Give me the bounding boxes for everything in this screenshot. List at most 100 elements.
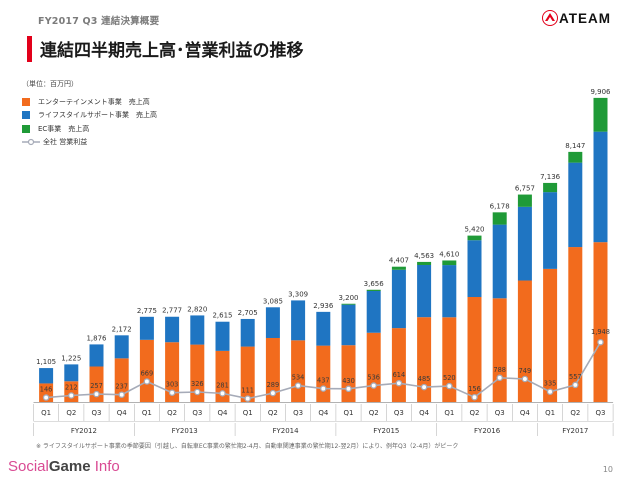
bar-segment-ec — [517, 194, 532, 207]
category-label: Q4 — [419, 409, 430, 417]
bar-segment-lifestyle — [417, 264, 432, 318]
sales-chart: 1,105 1,225 1,876 2,172 2,775 2,777 2,820 2,615… — [33, 88, 614, 436]
operating-profit-point — [320, 385, 327, 392]
operating-profit-label: 536 — [367, 374, 380, 382]
operating-profit-point — [168, 389, 176, 396]
operating-profit-label: 335 — [544, 380, 557, 388]
total-label: 1,876 — [86, 334, 107, 342]
legend-swatch-green — [22, 124, 30, 133]
bar-segment-entertainment — [165, 342, 180, 402]
operating-profit-label: 1,948 — [591, 328, 610, 336]
operating-profit-point — [521, 375, 529, 383]
operating-profit-point — [118, 391, 125, 398]
bar-segment-ec — [341, 303, 356, 305]
operating-profit-label: 669 — [141, 369, 154, 377]
bar-segment-lifestyle — [291, 300, 306, 341]
bar-segment-lifestyle — [89, 344, 104, 367]
total-label: 4,563 — [414, 252, 434, 260]
operating-profit-label: 614 — [393, 371, 406, 379]
ateam-logo-text: ATEAM — [559, 11, 611, 26]
bar-segment-lifestyle — [492, 224, 507, 299]
operating-profit-point — [496, 374, 503, 382]
watermark-part1: Social — [8, 458, 49, 475]
operating-profit-point — [597, 338, 604, 346]
year-group-label: FY2012 — [71, 427, 97, 435]
legend-line-marker-icon — [22, 139, 40, 146]
operating-profit-label: 289 — [267, 381, 280, 389]
bar-segment-ec — [543, 182, 558, 193]
category-label: Q3 — [293, 409, 303, 417]
chart-legend: エンターテインメント事業 売上高 ライフスタイルサポート事業 売上高 EC事業 … — [22, 95, 157, 149]
operating-profit-label: 156 — [468, 385, 481, 393]
bar-segment-lifestyle — [366, 290, 381, 333]
year-group-label: FY2014 — [272, 427, 299, 435]
total-label: 1,105 — [36, 358, 56, 366]
total-label: 3,656 — [364, 280, 385, 288]
total-label: 3,085 — [263, 297, 283, 305]
operating-profit-label: 534 — [292, 374, 305, 382]
bar-segment-entertainment — [543, 268, 558, 402]
bar-segment-lifestyle — [316, 311, 331, 346]
category-label: Q3 — [192, 409, 202, 417]
legend-operating-profit: 全社 営業利益 — [22, 136, 157, 150]
operating-profit-label: 749 — [519, 367, 532, 375]
operating-profit-label: 303 — [166, 381, 179, 389]
total-label: 2,777 — [162, 307, 182, 315]
bar-segment-entertainment — [89, 366, 104, 402]
total-label: 9,906 — [590, 88, 611, 96]
legend-label: 全社 営業利益 — [43, 138, 88, 147]
total-label: 2,615 — [212, 312, 232, 320]
unit-label: （単位：百万円） — [22, 80, 78, 88]
bar-segment-lifestyle — [215, 321, 230, 351]
year-group-label: FY2015 — [373, 427, 399, 435]
operating-profit-label: 111 — [241, 387, 254, 395]
bar-segment-lifestyle — [391, 269, 406, 329]
total-label: 4,407 — [389, 257, 409, 265]
legend-swatch-blue — [22, 111, 30, 120]
category-label: Q1 — [41, 409, 51, 417]
bar-segment-lifestyle — [442, 265, 457, 318]
bar-segment-entertainment — [291, 340, 306, 402]
category-label: Q1 — [545, 409, 555, 417]
total-label: 2,775 — [137, 307, 157, 315]
ateam-logo-icon — [542, 10, 558, 26]
category-label: Q3 — [495, 409, 505, 417]
legend-label: ライフスタイルサポート事業 売上高 — [38, 111, 157, 120]
category-label: Q1 — [243, 409, 253, 417]
bar-segment-lifestyle — [568, 162, 583, 248]
footnote: ※ ライフスタイルサポート事業の季節要因（引越し、自転車EC事業の繁忙期2-4月… — [36, 443, 459, 450]
operating-profit-point — [345, 385, 352, 393]
page-number: 10 — [602, 465, 613, 474]
category-label: Q1 — [142, 409, 152, 417]
category-label: Q2 — [369, 409, 379, 417]
bar-segment-lifestyle — [190, 315, 205, 345]
category-label: Q2 — [470, 409, 480, 417]
bar-segment-lifestyle — [467, 240, 482, 298]
category-label: Q2 — [167, 409, 177, 417]
bar-segment-entertainment — [64, 381, 79, 402]
legend-entertainment: エンターテインメント事業 売上高 — [22, 95, 157, 109]
operating-profit-point — [395, 379, 403, 387]
bar-segment-ec — [568, 151, 583, 163]
operating-profit-label: 146 — [40, 386, 53, 394]
bar-segment-ec — [492, 212, 507, 225]
category-label: Q4 — [117, 409, 128, 417]
total-label: 1,225 — [61, 354, 81, 362]
total-label: 6,757 — [515, 185, 535, 193]
operating-profit-label: 257 — [90, 382, 103, 390]
bar-segment-entertainment — [417, 317, 432, 402]
bar-segment-entertainment — [492, 298, 507, 402]
operating-profit-point — [269, 389, 277, 397]
category-label: Q3 — [92, 409, 102, 417]
operating-profit-point — [446, 382, 453, 390]
year-group-label: FY2013 — [172, 427, 198, 435]
bar-segment-lifestyle — [64, 364, 79, 382]
bar-segment-lifestyle — [139, 316, 154, 340]
bar-segment-entertainment — [593, 242, 608, 402]
category-label: Q2 — [268, 409, 278, 417]
bar-segment-lifestyle — [593, 131, 608, 243]
bar-segment-entertainment — [114, 358, 129, 402]
legend-swatch-orange — [22, 97, 30, 106]
operating-profit-label: 437 — [317, 377, 330, 385]
category-label: Q4 — [318, 409, 329, 417]
